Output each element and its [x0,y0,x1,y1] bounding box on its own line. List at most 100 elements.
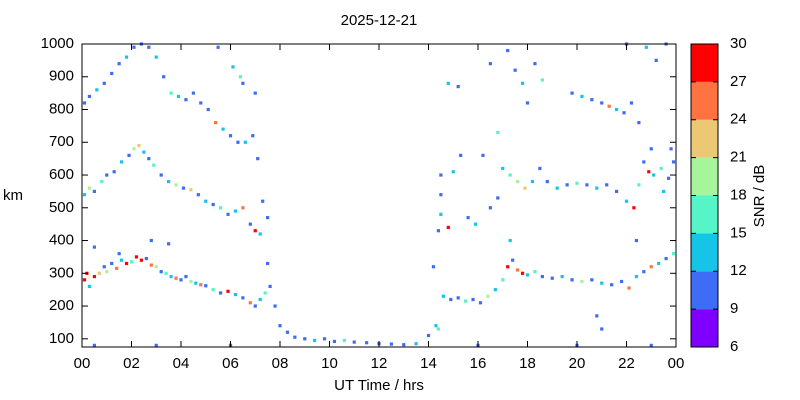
data-point [446,225,450,230]
data-point [649,343,653,347]
data-point [181,186,186,190]
colorbar-bin [691,309,718,347]
data-point [95,88,99,92]
x-tick-label: 12 [371,355,388,372]
data-point [120,258,124,262]
data-point [634,274,638,279]
data-point [615,107,619,112]
colorbar-bin [691,195,718,234]
y-tick-label: 600 [49,166,74,183]
colorbar-bin [691,81,718,120]
data-point [238,75,242,79]
data-point [92,274,96,279]
data-point [112,170,116,174]
x-tick-label: 22 [618,355,635,372]
data-point [194,281,198,285]
data-point [389,342,393,346]
data-point [266,216,270,220]
data-point [538,166,542,171]
data-point [82,278,87,282]
data-point [120,160,124,164]
data-point [488,62,492,66]
data-point [520,81,525,85]
data-point [642,160,646,164]
data-point [478,301,483,305]
data-point [575,181,579,185]
data-point [516,268,520,272]
chart-title: 2025-12-21 [341,12,418,29]
data-point [147,45,151,49]
colorbar-bin [691,233,718,272]
data-point [115,266,119,270]
data-point [585,183,589,187]
data-point [533,270,537,274]
data-point [253,304,257,308]
y-tick-label: 300 [49,264,74,281]
data-point [162,75,166,79]
data-point [159,270,163,274]
data-point [233,209,238,213]
data-point [243,140,247,144]
y-tick-label: 1000 [41,35,74,52]
data-point [501,166,505,171]
data-point [159,173,163,177]
data-point [117,252,121,256]
data-point [600,327,604,331]
data-point [496,196,500,200]
x-tick-label: 10 [321,355,338,372]
data-point [199,101,203,105]
data-point [629,101,634,105]
y-tick-label: 500 [49,199,74,216]
data-point [214,121,218,125]
colorbar-tick-label: 6 [730,338,738,355]
data-point [313,338,317,343]
data-point [590,98,594,102]
data-point [565,183,569,187]
data-point [634,238,638,243]
data-point [523,186,527,190]
data-point [637,183,641,187]
data-point [322,337,327,341]
data-point [550,276,554,280]
data-point [132,147,136,151]
data-point [258,297,262,302]
data-point [253,229,257,233]
x-tick-label: 08 [272,355,289,372]
data-point [97,271,101,275]
data-point [590,278,594,282]
data-point [303,337,307,341]
data-point [206,107,210,112]
data-point [508,238,512,243]
data-point [439,173,443,177]
data-point [92,245,96,249]
y-tick-label: 800 [49,100,74,117]
data-point [87,94,92,99]
colorbar-bin [691,119,718,158]
data-point [560,274,564,279]
data-point [137,143,141,148]
x-tick-label: 20 [569,355,586,372]
data-point [533,62,537,66]
data-point [580,279,584,284]
y-tick-label: 200 [49,297,74,314]
data-point [258,232,262,236]
data-point [464,299,468,303]
y-tick-label: 900 [49,68,74,85]
data-point [204,284,208,288]
data-point [659,166,663,171]
y-axis-label: km [3,187,23,204]
data-point [105,173,109,177]
data-point [642,270,646,274]
data-point [595,186,599,190]
data-point [102,265,106,269]
data-point [439,212,443,216]
data-point [570,278,574,282]
data-point [199,283,203,287]
data-point [649,147,653,151]
data-point [219,206,223,210]
data-point [511,258,515,262]
data-point [473,222,478,226]
data-point [132,45,136,49]
